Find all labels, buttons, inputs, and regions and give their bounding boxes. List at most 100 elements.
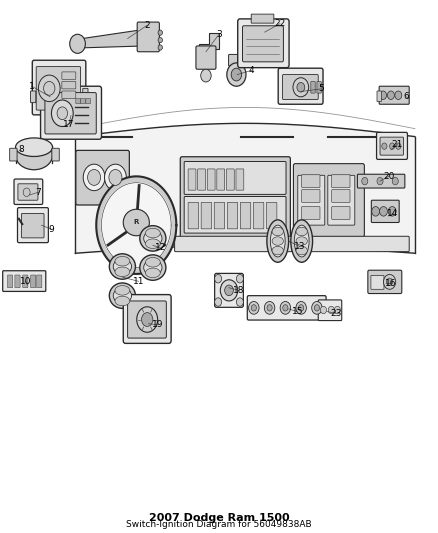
FancyBboxPatch shape xyxy=(41,86,102,139)
Text: 15: 15 xyxy=(292,307,303,316)
FancyBboxPatch shape xyxy=(371,200,399,222)
Circle shape xyxy=(249,302,259,314)
Ellipse shape xyxy=(144,260,162,276)
FancyBboxPatch shape xyxy=(215,273,244,308)
Text: 18: 18 xyxy=(233,286,244,295)
Circle shape xyxy=(51,100,73,126)
Circle shape xyxy=(283,305,288,311)
Ellipse shape xyxy=(115,286,130,295)
Ellipse shape xyxy=(145,239,160,248)
Circle shape xyxy=(225,285,233,296)
Circle shape xyxy=(390,143,395,149)
FancyBboxPatch shape xyxy=(377,91,381,102)
FancyBboxPatch shape xyxy=(379,86,409,104)
Ellipse shape xyxy=(113,259,131,274)
Text: 22: 22 xyxy=(274,19,286,28)
Ellipse shape xyxy=(15,141,53,169)
Ellipse shape xyxy=(145,257,160,267)
Circle shape xyxy=(158,30,162,35)
Circle shape xyxy=(227,63,246,86)
Circle shape xyxy=(39,75,60,102)
Circle shape xyxy=(267,305,272,311)
Text: 4: 4 xyxy=(249,66,254,75)
FancyBboxPatch shape xyxy=(328,175,355,225)
FancyBboxPatch shape xyxy=(123,295,171,343)
FancyBboxPatch shape xyxy=(62,91,76,99)
Text: 1: 1 xyxy=(29,82,35,91)
Text: 13: 13 xyxy=(294,242,305,251)
FancyBboxPatch shape xyxy=(14,179,43,205)
Polygon shape xyxy=(102,183,171,268)
Text: 20: 20 xyxy=(383,172,395,181)
FancyBboxPatch shape xyxy=(137,22,159,52)
Text: 17: 17 xyxy=(63,120,74,129)
Circle shape xyxy=(293,78,309,97)
Circle shape xyxy=(231,68,242,81)
Ellipse shape xyxy=(145,268,160,278)
FancyBboxPatch shape xyxy=(371,276,384,289)
Text: 19: 19 xyxy=(152,320,164,329)
Circle shape xyxy=(382,143,387,149)
FancyBboxPatch shape xyxy=(32,60,86,115)
Ellipse shape xyxy=(115,267,130,277)
Text: 9: 9 xyxy=(49,225,54,234)
Text: 10: 10 xyxy=(20,277,31,286)
Text: R: R xyxy=(134,220,139,225)
Circle shape xyxy=(158,37,162,43)
Ellipse shape xyxy=(110,254,135,279)
Ellipse shape xyxy=(291,220,313,262)
FancyBboxPatch shape xyxy=(238,19,289,68)
FancyBboxPatch shape xyxy=(18,208,48,243)
FancyBboxPatch shape xyxy=(188,203,198,229)
FancyBboxPatch shape xyxy=(368,270,402,294)
Text: 16: 16 xyxy=(385,279,397,288)
Ellipse shape xyxy=(115,296,130,306)
FancyBboxPatch shape xyxy=(10,148,17,161)
FancyBboxPatch shape xyxy=(23,275,28,288)
FancyBboxPatch shape xyxy=(76,99,81,104)
Circle shape xyxy=(314,305,320,311)
FancyBboxPatch shape xyxy=(217,169,225,190)
FancyBboxPatch shape xyxy=(198,169,205,190)
Text: 14: 14 xyxy=(387,209,399,218)
FancyBboxPatch shape xyxy=(251,14,274,23)
Ellipse shape xyxy=(115,256,130,266)
FancyBboxPatch shape xyxy=(175,236,292,252)
Ellipse shape xyxy=(270,225,285,257)
FancyBboxPatch shape xyxy=(302,175,320,188)
Circle shape xyxy=(215,274,222,283)
FancyBboxPatch shape xyxy=(226,169,234,190)
Ellipse shape xyxy=(296,237,307,245)
Circle shape xyxy=(377,177,383,185)
Circle shape xyxy=(387,278,392,286)
FancyBboxPatch shape xyxy=(127,301,166,338)
Text: 3: 3 xyxy=(216,30,222,39)
Circle shape xyxy=(265,302,275,314)
Ellipse shape xyxy=(296,227,307,236)
FancyBboxPatch shape xyxy=(236,169,244,190)
Circle shape xyxy=(396,143,401,149)
Circle shape xyxy=(83,164,105,191)
Ellipse shape xyxy=(140,255,166,280)
Circle shape xyxy=(362,177,368,185)
Ellipse shape xyxy=(110,283,135,309)
Circle shape xyxy=(312,302,322,314)
Text: 8: 8 xyxy=(18,146,24,155)
FancyBboxPatch shape xyxy=(201,203,212,229)
Ellipse shape xyxy=(294,225,309,257)
FancyBboxPatch shape xyxy=(52,148,59,161)
Text: 6: 6 xyxy=(403,92,409,101)
FancyBboxPatch shape xyxy=(266,203,277,229)
Circle shape xyxy=(392,177,398,185)
Circle shape xyxy=(57,107,67,119)
FancyBboxPatch shape xyxy=(311,82,315,93)
FancyBboxPatch shape xyxy=(317,82,321,93)
Ellipse shape xyxy=(296,246,307,255)
Polygon shape xyxy=(75,29,152,48)
FancyBboxPatch shape xyxy=(332,207,350,219)
Polygon shape xyxy=(75,123,415,253)
Circle shape xyxy=(251,305,256,311)
Circle shape xyxy=(321,306,326,314)
FancyBboxPatch shape xyxy=(294,236,409,252)
FancyBboxPatch shape xyxy=(214,203,225,229)
